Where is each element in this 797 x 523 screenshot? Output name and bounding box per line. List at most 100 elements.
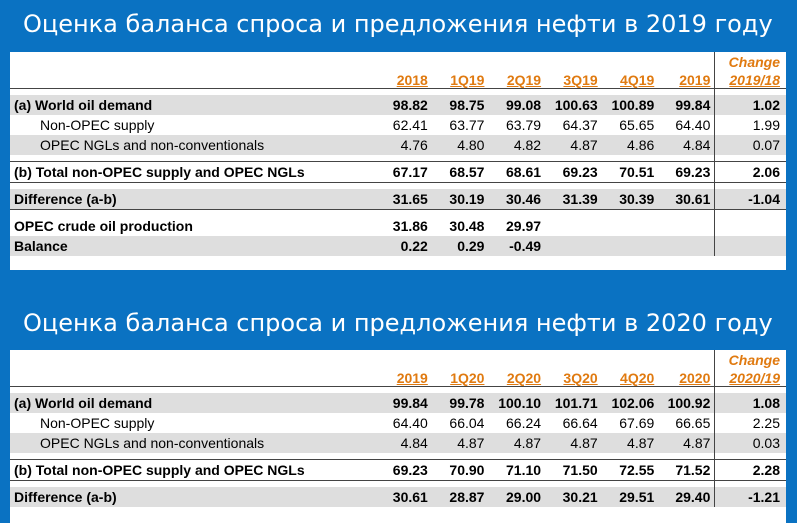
cell: 4.80 (431, 135, 489, 155)
column-header: 2019 (396, 370, 428, 386)
table-row: (b) Total non-OPEC supply and OPEC NGLs … (10, 459, 786, 481)
row-label: Non-OPEC supply (40, 117, 155, 133)
cell: 99.84 (658, 95, 715, 115)
change-cell: 1.02 (714, 95, 786, 115)
cell: 31.39 (545, 189, 602, 210)
table-row: Non-OPEC supply 64.40 66.04 66.24 66.64 … (10, 413, 786, 433)
cell: 29.51 (601, 487, 659, 507)
change-cell: 2.06 (714, 161, 786, 183)
cell: 69.23 (375, 459, 432, 481)
cell: 67.17 (375, 161, 432, 183)
cell: 31.65 (375, 189, 432, 210)
row-label: (b) Total non-OPEC supply and OPEC NGLs (10, 459, 376, 481)
cell: 0.29 (431, 236, 489, 256)
cell: 30.21 (545, 487, 602, 507)
cell: 72.55 (601, 459, 659, 481)
change-label-row: Change (10, 52, 786, 70)
cell: 4.87 (545, 135, 602, 155)
cell: 71.10 (488, 459, 546, 481)
column-header: 2019 (679, 72, 711, 88)
change-cell: 1.99 (714, 115, 786, 135)
column-header: 1Q19 (450, 72, 485, 88)
row-label: Difference (a-b) (10, 487, 376, 507)
cell: 99.08 (488, 95, 546, 115)
cell: 30.19 (431, 189, 489, 210)
change-cell: 1.08 (714, 393, 786, 413)
cell: 100.63 (545, 95, 602, 115)
column-header: 3Q19 (563, 72, 598, 88)
cell: 66.65 (675, 415, 711, 431)
table-row: (b) Total non-OPEC supply and OPEC NGLs … (10, 161, 786, 183)
cell: 66.24 (506, 415, 542, 431)
row-label: Non-OPEC supply (40, 415, 155, 431)
table-row: (a) World oil demand 99.84 99.78 100.10 … (10, 393, 786, 413)
cell: 65.65 (619, 117, 655, 133)
change-label-top: Change (714, 350, 786, 368)
cell: -0.49 (488, 236, 546, 256)
column-header: 2Q19 (506, 72, 542, 88)
column-header: 2020 (679, 370, 711, 386)
balance-table-2020-panel: Change 2019 1Q20 2Q20 3Q20 4Q20 2020 202… (10, 350, 786, 523)
cell: 66.64 (562, 415, 598, 431)
cell: 29.97 (506, 218, 542, 234)
column-header: 2018 (396, 72, 428, 88)
cell: 70.51 (601, 161, 659, 183)
cell: 64.40 (392, 415, 428, 431)
section-title-2019: Оценка баланса спроса и предложения нефт… (0, 12, 797, 44)
cell: 68.61 (488, 161, 546, 183)
cell: 69.23 (658, 161, 715, 183)
row-label: (b) Total non-OPEC supply and OPEC NGLs (10, 161, 376, 183)
cell: 30.61 (658, 189, 715, 210)
change-cell: -1.04 (714, 189, 786, 210)
column-header-row: 2019 1Q20 2Q20 3Q20 4Q20 2020 2020/19 (10, 368, 786, 387)
cell: 63.79 (506, 117, 542, 133)
change-cell: -1.21 (714, 487, 786, 507)
column-header: 3Q20 (563, 370, 598, 386)
balance-table-2019-panel: Change 2018 1Q19 2Q19 3Q19 4Q19 2019 201… (10, 52, 786, 270)
cell: 4.76 (375, 135, 432, 155)
change-cell: 2.28 (714, 459, 786, 481)
cell: 102.06 (601, 393, 659, 413)
change-cell: 0.03 (714, 433, 786, 453)
cell: 4.84 (658, 135, 715, 155)
cell: 99.78 (431, 393, 489, 413)
column-header: 2Q20 (506, 370, 542, 386)
cell: 62.41 (392, 117, 428, 133)
table-row: OPEC NGLs and non-conventionals 4.84 4.8… (10, 433, 786, 453)
table-row: OPEC crude oil production 31.86 30.48 29… (10, 216, 786, 236)
cell: 28.87 (431, 487, 489, 507)
cell: 4.87 (431, 433, 489, 453)
change-cell: 2.25 (714, 413, 786, 433)
cell: 66.04 (449, 415, 485, 431)
column-header: 4Q19 (620, 72, 655, 88)
cell: 29.40 (658, 487, 715, 507)
column-header-row: 2018 1Q19 2Q19 3Q19 4Q19 2019 2019/18 (10, 70, 786, 89)
column-header: 4Q20 (620, 370, 655, 386)
cell: 101.71 (545, 393, 602, 413)
cell: 30.39 (601, 189, 659, 210)
cell: 30.48 (449, 218, 485, 234)
cell: 69.23 (545, 161, 602, 183)
cell: 4.87 (545, 433, 602, 453)
table-row: Balance 0.22 0.29 -0.49 (10, 236, 786, 256)
cell: 98.75 (431, 95, 489, 115)
cell: 4.87 (658, 433, 715, 453)
cell: 71.50 (545, 459, 602, 481)
cell: 100.10 (488, 393, 546, 413)
row-label: OPEC NGLs and non-conventionals (10, 135, 376, 155)
cell: 31.86 (392, 218, 428, 234)
cell: 4.87 (488, 433, 546, 453)
table-row: Difference (a-b) 31.65 30.19 30.46 31.39… (10, 189, 786, 210)
row-label: (a) World oil demand (10, 95, 376, 115)
change-label-row: Change (10, 350, 786, 368)
section-title-2020: Оценка баланса спроса и предложения нефт… (0, 311, 797, 343)
cell: 64.37 (562, 117, 598, 133)
cell: 98.82 (375, 95, 432, 115)
cell: 4.87 (601, 433, 659, 453)
cell: 100.92 (658, 393, 715, 413)
cell: 100.89 (601, 95, 659, 115)
row-label: OPEC NGLs and non-conventionals (10, 433, 376, 453)
table-row: (a) World oil demand 98.82 98.75 99.08 1… (10, 95, 786, 115)
change-cell: 0.07 (714, 135, 786, 155)
cell: 30.61 (375, 487, 432, 507)
